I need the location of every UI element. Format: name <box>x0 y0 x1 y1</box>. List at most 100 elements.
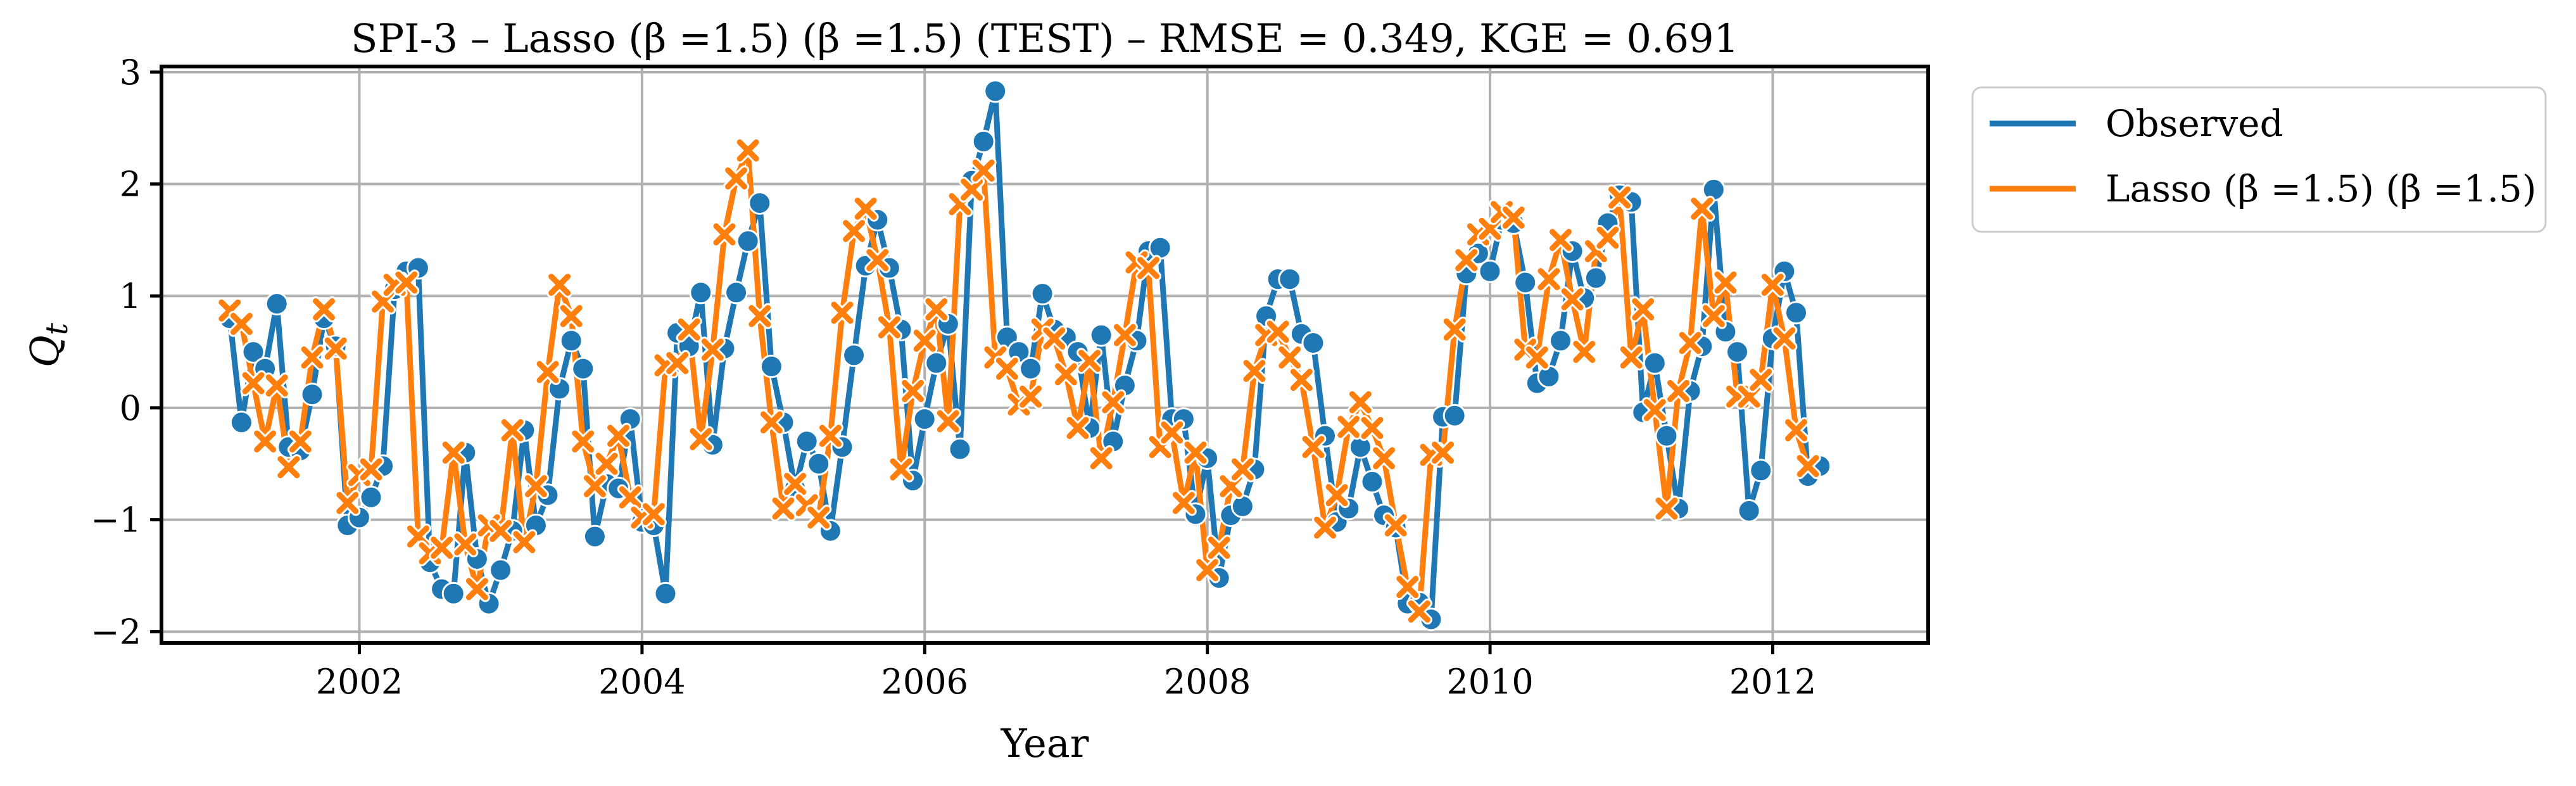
axis-ticks: 2002 2004 2006 2008 2010 2012 −2 −1 0 1 2 3 <box>91 53 1816 702</box>
data-point <box>1064 415 1091 441</box>
plot-frame <box>160 65 1930 645</box>
data-point <box>1513 270 1537 295</box>
data-point <box>1712 269 1739 296</box>
data-point <box>876 314 902 341</box>
data-point <box>817 422 843 449</box>
data-point <box>699 336 726 363</box>
data-point <box>1643 351 1667 375</box>
y-tick-label: 1 <box>120 276 141 316</box>
data-point <box>1288 367 1315 393</box>
data-point <box>559 329 583 353</box>
data-point <box>581 473 608 500</box>
x-tick-label: 2004 <box>598 662 685 702</box>
data-point <box>1783 417 1810 443</box>
data-point <box>1182 440 1209 466</box>
data-point <box>970 157 997 184</box>
data-point <box>900 377 926 404</box>
x-tick-label: 2010 <box>1446 662 1533 702</box>
data-point <box>1088 445 1114 471</box>
plot-area: 2002 2004 2006 2008 2010 2012 −2 −1 0 1 2 3 <box>91 53 1930 702</box>
data-point <box>723 165 750 192</box>
data-point <box>1241 358 1268 384</box>
data-point <box>689 281 713 305</box>
data-point <box>1359 415 1386 441</box>
data-point <box>782 471 809 497</box>
x-tick-label: 2002 <box>316 662 403 702</box>
data-point <box>1702 177 1726 201</box>
data-point <box>1443 403 1467 428</box>
data-point <box>1135 255 1162 281</box>
data-point <box>605 422 632 449</box>
data-point <box>1759 272 1786 298</box>
data-point <box>1371 445 1398 471</box>
data-point <box>747 303 773 329</box>
data-point <box>263 372 290 399</box>
data-point <box>252 428 279 455</box>
data-point <box>593 450 620 477</box>
data-point <box>935 408 961 434</box>
svg-text:Qt: Qt <box>22 322 75 367</box>
legend-label-lasso: Lasso (β =1.5) (β =1.5) <box>2106 167 2537 210</box>
data-point <box>1278 267 1302 291</box>
data-point <box>1537 364 1561 388</box>
data-point <box>1159 419 1185 446</box>
data-point <box>640 501 667 528</box>
x-tick-label: 2006 <box>881 662 968 702</box>
data-point <box>1795 453 1821 479</box>
data-point <box>1230 494 1254 518</box>
data-point <box>912 407 937 431</box>
legend: Observed Lasso (β =1.5) (β =1.5) <box>1971 86 2547 233</box>
data-point <box>1265 319 1291 345</box>
data-point <box>240 370 267 396</box>
data-point <box>1618 344 1645 371</box>
data-point <box>1030 282 1054 306</box>
data-point <box>1500 205 1527 231</box>
data-point <box>724 281 748 305</box>
data-point <box>1194 557 1221 583</box>
data-point <box>393 269 420 296</box>
data-point <box>1360 470 1384 494</box>
data-point <box>795 429 819 453</box>
data-point <box>852 195 879 222</box>
data-point <box>1206 535 1232 561</box>
data-point <box>241 340 265 364</box>
data-point <box>1726 340 1750 364</box>
data-point <box>1771 325 1798 352</box>
data-point <box>275 454 302 481</box>
x-axis-label: Year <box>1001 720 1089 766</box>
data-point <box>558 303 584 329</box>
data-point <box>1089 323 1113 347</box>
data-point <box>688 426 714 452</box>
legend-box <box>1971 86 2547 233</box>
data-point <box>1052 361 1079 388</box>
x-tick-label: 2008 <box>1164 662 1251 702</box>
data-point <box>805 504 832 531</box>
data-point <box>1749 459 1773 483</box>
data-point <box>464 576 490 602</box>
data-point <box>1347 389 1373 415</box>
y-tick-label: 0 <box>120 388 141 428</box>
data-point <box>1700 303 1727 329</box>
data-point <box>1665 377 1692 404</box>
data-point <box>1148 236 1172 260</box>
data-point <box>1323 482 1350 509</box>
x-tick-label: 2012 <box>1729 662 1816 702</box>
data-point <box>1300 434 1327 460</box>
data-point <box>1524 344 1550 371</box>
data-point <box>1607 184 1633 211</box>
data-point <box>1630 296 1657 322</box>
data-point <box>1653 495 1680 522</box>
data-point <box>925 351 949 375</box>
data-point <box>1170 490 1197 516</box>
data-point <box>1677 329 1703 356</box>
data-point <box>311 296 338 322</box>
data-point <box>1737 498 1761 523</box>
data-point <box>1571 339 1598 365</box>
data-point <box>748 191 772 215</box>
data-point <box>1594 224 1621 251</box>
data-point <box>511 529 538 555</box>
data-point <box>300 383 324 407</box>
data-point <box>1382 512 1409 538</box>
y-axis-label-subscript: t <box>39 322 75 335</box>
